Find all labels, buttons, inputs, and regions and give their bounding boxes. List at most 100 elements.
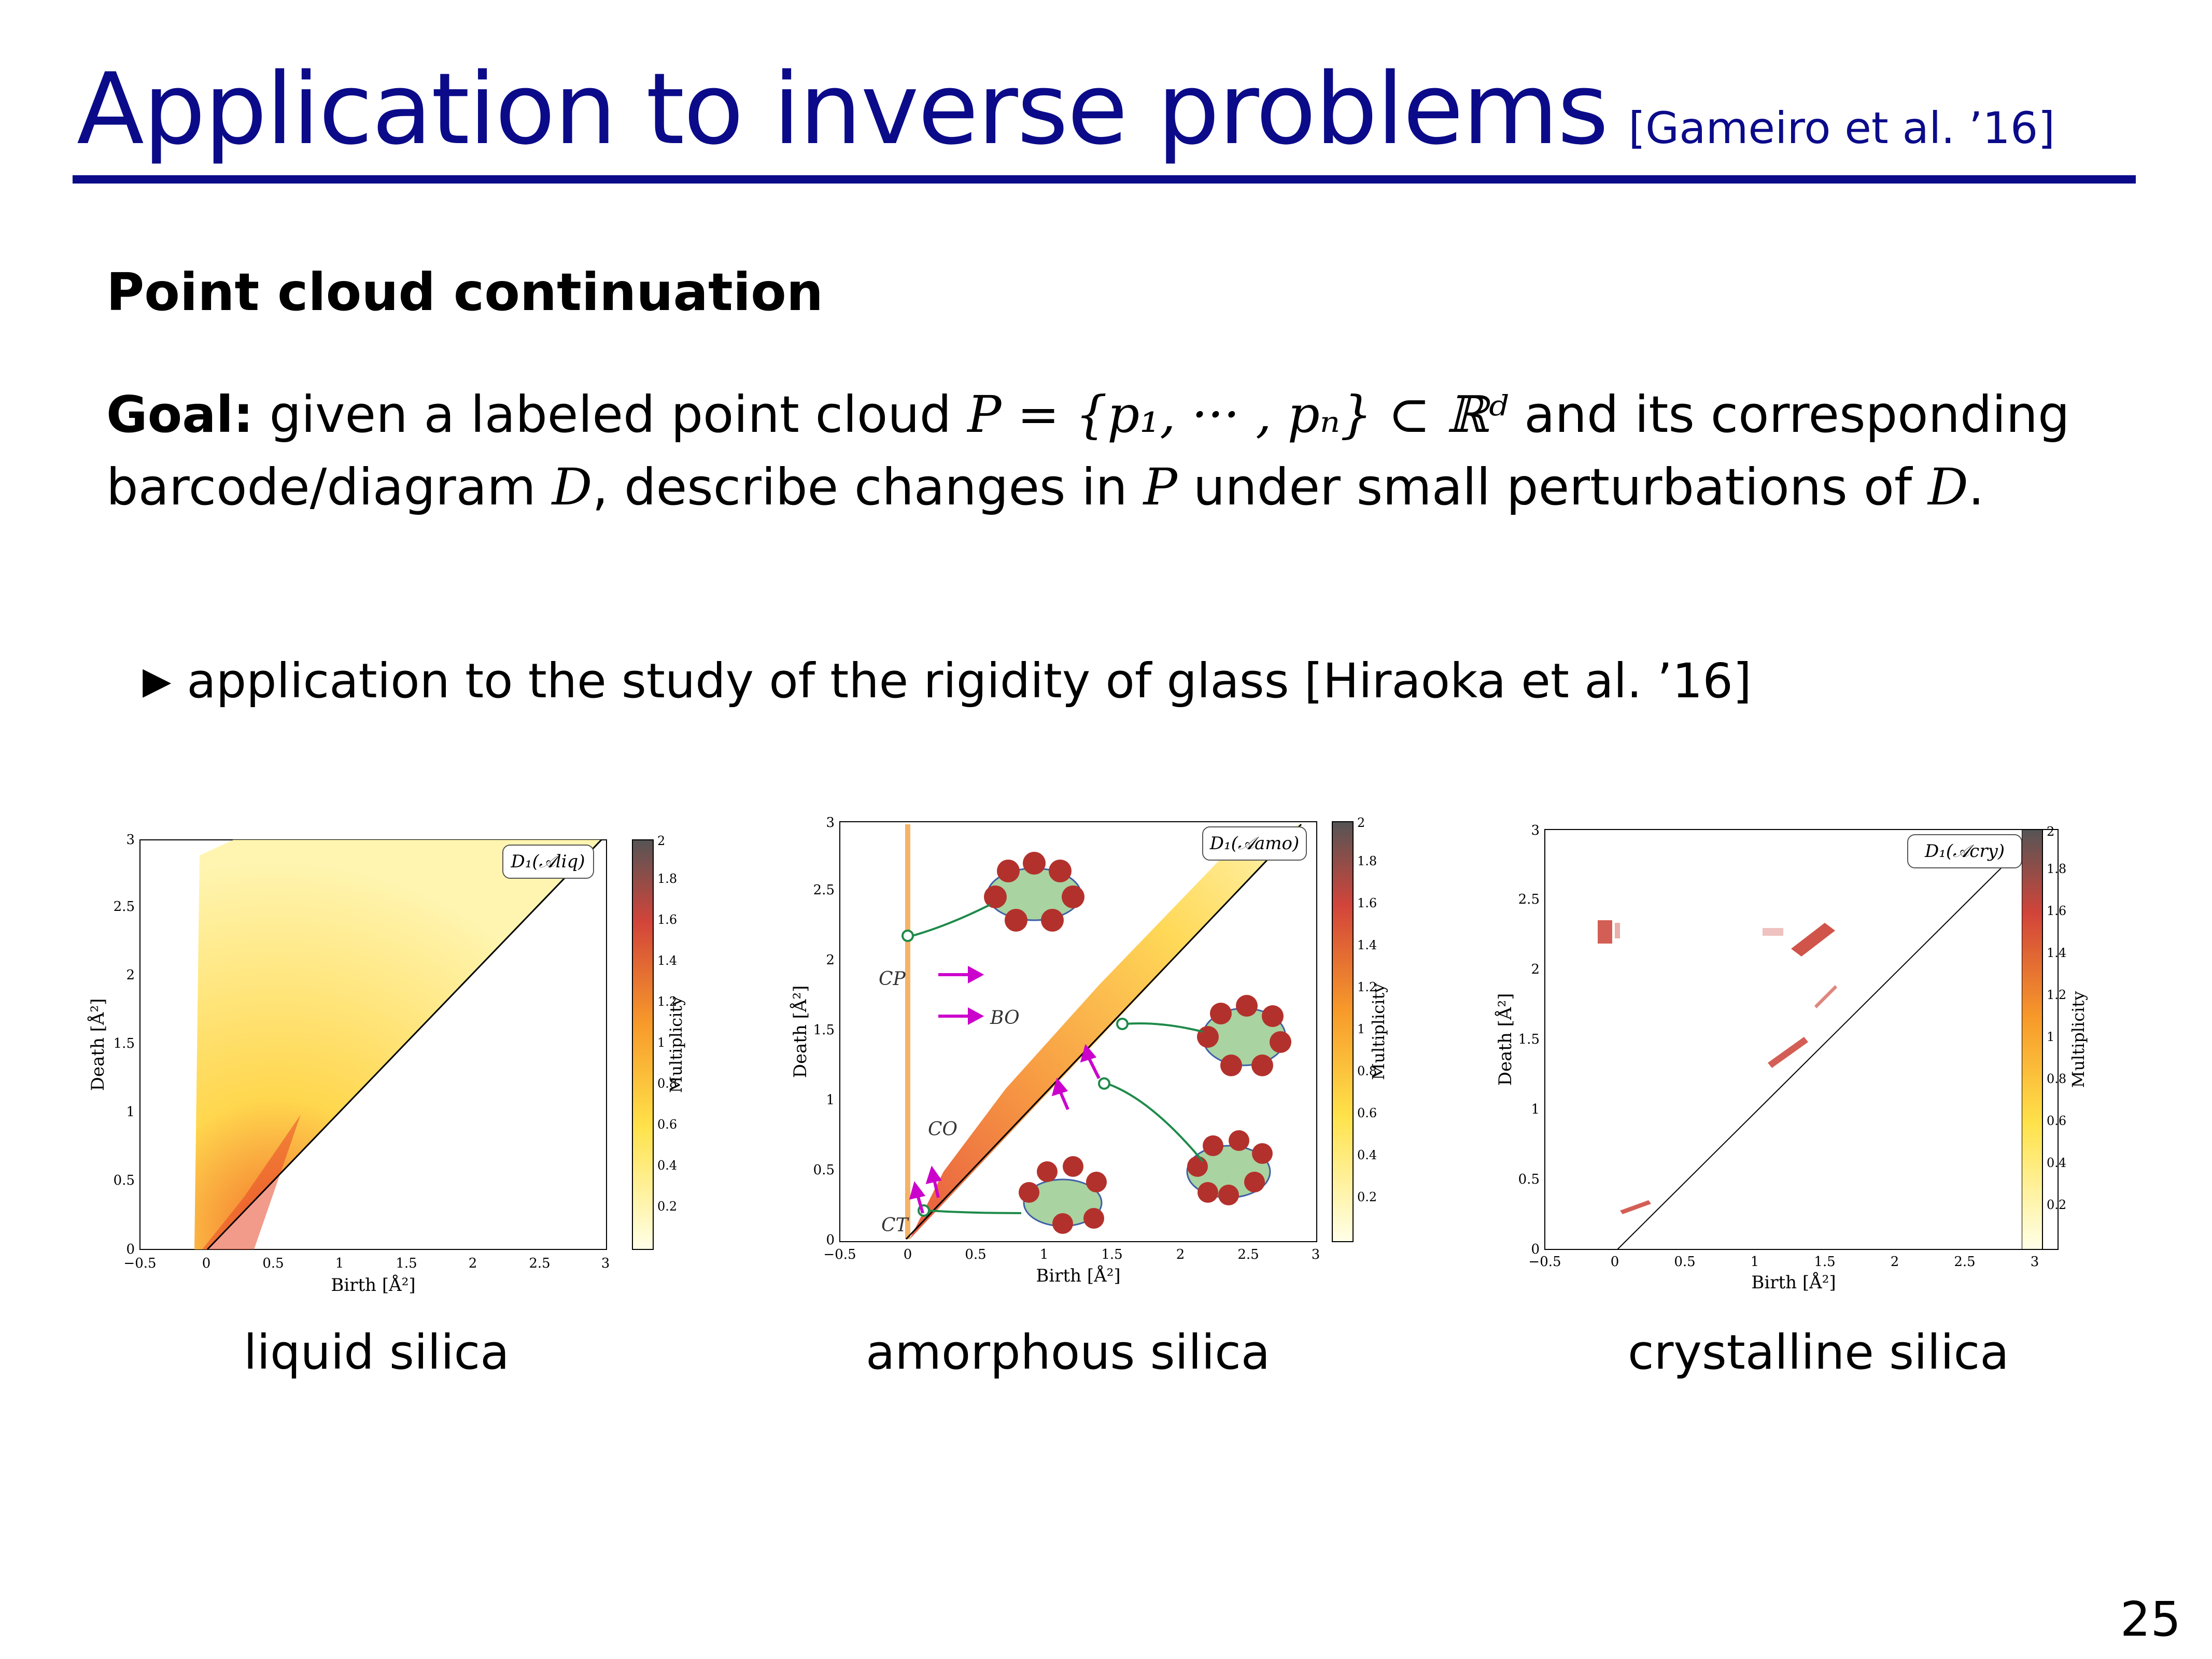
magenta-arrows	[909, 965, 1101, 1214]
goal-math-diagram: D	[552, 458, 593, 516]
svg-text:1.5: 1.5	[114, 1036, 135, 1051]
goal-text-4: under small perturbations of	[1193, 458, 1912, 516]
svg-text:1: 1	[1357, 1022, 1365, 1036]
colorbar-ticks: 0.2 0.4 0.6 0.8 1 1.2 1.4 1.6 1.8 2	[1357, 816, 1377, 1204]
svg-text:1: 1	[1531, 1102, 1540, 1117]
persistence-diagram-liquid: D₁(𝒜liq) 0 0.5 1 1.5 2 2.5 3 −0.5 0 0.5 …	[87, 832, 686, 1296]
svg-text:1.6: 1.6	[657, 912, 677, 927]
x-axis-label: Birth [Å²]	[1036, 1265, 1120, 1286]
svg-text:1.8: 1.8	[657, 871, 677, 886]
svg-text:0: 0	[1531, 1242, 1540, 1257]
bullet-text: application to the study of the rigidity…	[187, 653, 1752, 709]
svg-text:0.8: 0.8	[2047, 1072, 2066, 1086]
goal-text-1: given a labeled point cloud	[269, 385, 952, 444]
svg-text:0.4: 0.4	[1357, 1148, 1377, 1162]
svg-text:0.4: 0.4	[2047, 1156, 2066, 1170]
svg-text:2.5: 2.5	[1954, 1254, 1975, 1270]
goal-paragraph: Goal: given a labeled point cloud P = {p…	[106, 378, 2138, 524]
svg-text:1: 1	[1040, 1247, 1049, 1262]
colorbar	[2022, 829, 2043, 1250]
section-heading: Point cloud continuation	[106, 262, 824, 322]
y-axis-label: Death [Å²]	[790, 986, 811, 1078]
colorbar	[632, 839, 654, 1250]
goal-text-2: and its corresponding barcode/diagram	[106, 385, 2070, 516]
legend-label: D₁(𝒜amo)	[1209, 833, 1300, 854]
svg-text:2: 2	[1176, 1247, 1185, 1262]
svg-text:1: 1	[2047, 1030, 2054, 1044]
svg-text:1.4: 1.4	[657, 953, 677, 968]
bullet-item: ▶ application to the study of the rigidit…	[143, 653, 1752, 709]
y-axis-label: Death [Å²]	[87, 999, 108, 1091]
ring-illustration-bottom-right	[1186, 1130, 1273, 1205]
svg-text:CP: CP	[879, 968, 906, 990]
svg-text:2: 2	[469, 1256, 477, 1271]
svg-text:CO: CO	[928, 1119, 957, 1140]
svg-text:0: 0	[126, 1242, 135, 1257]
svg-text:0.4: 0.4	[657, 1158, 677, 1173]
x-axis-label: Birth [Å²]	[1751, 1272, 1836, 1293]
caption-crystalline: crystalline silica	[1628, 1325, 2009, 1380]
svg-text:1.5: 1.5	[1814, 1254, 1835, 1270]
svg-text:2: 2	[1891, 1254, 1899, 1270]
svg-text:1.4: 1.4	[2047, 946, 2066, 960]
svg-text:0.6: 0.6	[657, 1117, 677, 1132]
diagonal-line	[206, 839, 602, 1250]
legend-box	[1202, 826, 1307, 861]
legend-label: D₁(𝒜liq)	[510, 851, 585, 872]
svg-text:1: 1	[826, 1092, 835, 1108]
diagonal-line	[1617, 837, 2033, 1250]
colorbar-label: Multiplicity	[666, 996, 686, 1093]
y-axis-ticks: 0 0.5 1 1.5 2 2.5 3	[114, 832, 135, 1257]
svg-text:2.5: 2.5	[1237, 1247, 1259, 1262]
goal-math-p: P	[1143, 458, 1177, 516]
annotation-labels: CP BO CO CT	[879, 968, 1020, 1236]
goal-text-5: .	[1968, 458, 1984, 516]
goal-math-d: D	[1927, 458, 1968, 516]
svg-text:1.8: 1.8	[2047, 862, 2066, 876]
svg-text:3: 3	[1531, 823, 1540, 838]
triangle-right-icon: ▶	[143, 658, 172, 702]
svg-text:1.2: 1.2	[1357, 980, 1377, 994]
svg-text:1.5: 1.5	[813, 1022, 835, 1038]
svg-text:1: 1	[335, 1256, 344, 1271]
legend-box	[502, 845, 594, 879]
svg-text:0.2: 0.2	[657, 1199, 677, 1214]
svg-text:2: 2	[657, 834, 665, 848]
svg-text:0.2: 0.2	[2047, 1198, 2066, 1212]
svg-text:0.5: 0.5	[262, 1256, 284, 1271]
svg-text:0.8: 0.8	[657, 1076, 677, 1091]
caption-amorphous: amorphous silica	[866, 1325, 1271, 1380]
colorbar-crystalline: 0.2 0.4 0.6 0.8 1 1.2 1.4 1.6 1.8 2 Mult…	[2022, 824, 2088, 1250]
diagonal-line	[905, 823, 1302, 1240]
colorbar-ticks: 0.2 0.4 0.6 0.8 1 1.2 1.4 1.6 1.8 2	[2047, 824, 2066, 1212]
svg-text:1.2: 1.2	[2047, 988, 2066, 1002]
svg-text:0: 0	[826, 1232, 835, 1248]
svg-text:−0.5: −0.5	[1528, 1254, 1561, 1270]
svg-text:1: 1	[126, 1104, 135, 1120]
colorbar-label: Multiplicity	[2068, 991, 2088, 1088]
ring-illustration-bottom-left	[1019, 1156, 1107, 1234]
svg-text:0.6: 0.6	[1357, 1106, 1377, 1120]
svg-text:−0.5: −0.5	[123, 1256, 156, 1271]
svg-text:1: 1	[1751, 1254, 1759, 1270]
svg-text:0: 0	[1611, 1254, 1619, 1270]
svg-text:2.5: 2.5	[813, 882, 835, 898]
svg-text:1.6: 1.6	[2047, 904, 2066, 918]
svg-text:3: 3	[126, 832, 135, 848]
svg-text:3: 3	[826, 815, 835, 831]
y-axis-ticks: 0 0.5 1 1.5 2 2.5 3	[1518, 823, 1540, 1257]
svg-text:1.6: 1.6	[1357, 896, 1377, 910]
green-arrows	[912, 904, 1204, 1214]
svg-text:3: 3	[601, 1256, 610, 1271]
svg-text:2: 2	[1531, 962, 1540, 977]
svg-text:1.5: 1.5	[1101, 1247, 1122, 1262]
y-axis-label: Death [Å²]	[1495, 993, 1516, 1086]
svg-text:CT: CT	[881, 1215, 910, 1236]
svg-text:3: 3	[1312, 1247, 1320, 1262]
svg-text:0.5: 0.5	[1674, 1254, 1695, 1270]
point-cloud-density	[194, 840, 601, 1249]
svg-text:1: 1	[657, 1035, 665, 1050]
svg-text:0.5: 0.5	[114, 1173, 135, 1188]
title-underline	[73, 175, 2136, 184]
dense-region	[202, 1115, 301, 1249]
